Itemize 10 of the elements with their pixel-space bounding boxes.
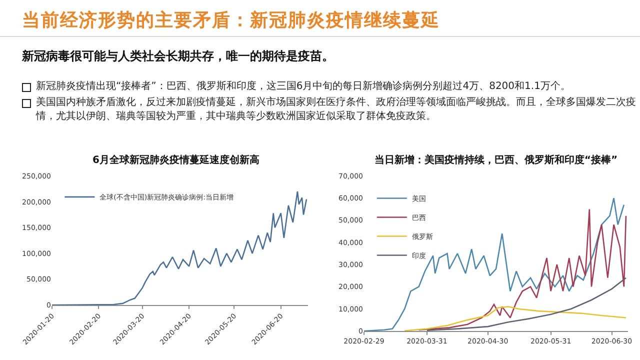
text: 新冠病毒很可能与人类社会长期共存，唯一的期待是疫苗。 (22, 48, 334, 65)
line-series (404, 306, 627, 331)
text: 新冠肺炎疫情出现“接棒者”：巴西、俄罗斯和印度，这三国6月中旬的每日新增确诊病例分别超过4万、8200和1.1万个。 (36, 81, 570, 92)
chart-title: 当日新增：美国疫情持续，巴西、俄罗斯和印度“接棒” (374, 154, 618, 166)
text: 美国国内种族矛盾激化，反过来加剧疫情蔓延，新兴市场国家则在医疗条件、政府治理等领域面临严峻挑战。而且，全球多国爆发二次疫情，尤其以伊朗、瑞典等国较为严重，其中瑞典等少数欧洲国家近似采取了群体免疫政策。 (36, 97, 636, 122)
line-series (418, 208, 627, 331)
line-series (364, 197, 625, 331)
chart-title: 6月全球新冠肺炎疫情蔓延速度创新高 (92, 154, 260, 166)
line-series (426, 277, 627, 331)
text: 当前经济形势的主要矛盾：新冠肺炎疫情继续蔓延 (22, 9, 440, 32)
